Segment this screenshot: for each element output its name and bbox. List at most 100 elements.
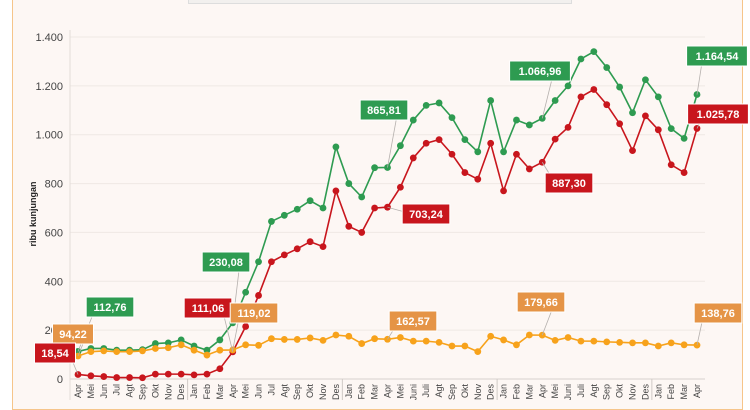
data-point-series-red bbox=[654, 126, 662, 134]
data-point-series-orange bbox=[396, 334, 404, 341]
data-point-total bbox=[513, 116, 520, 124]
data-point-series-orange bbox=[371, 335, 379, 343]
data-point-total bbox=[525, 121, 533, 129]
data-point-series-orange bbox=[164, 344, 172, 352]
x-tick-label: Jan bbox=[499, 384, 509, 399]
data-point-series-orange bbox=[577, 337, 585, 345]
series-line-series-red bbox=[77, 88, 698, 379]
data-point-total bbox=[461, 136, 469, 144]
data-point-total bbox=[177, 336, 185, 344]
data-point-series-orange bbox=[474, 348, 482, 356]
data-point-total bbox=[216, 336, 224, 344]
data-point-total bbox=[255, 258, 262, 266]
data-point-series-red bbox=[190, 371, 198, 379]
data-label-box bbox=[201, 251, 251, 273]
data-point-total bbox=[345, 180, 353, 187]
data-point-series-red bbox=[461, 169, 469, 176]
x-tick-label: Apr bbox=[537, 384, 547, 398]
y-tick-label: 0 bbox=[57, 374, 63, 386]
data-point-total bbox=[164, 339, 172, 347]
data-point-series-red bbox=[177, 370, 185, 378]
data-point-series-orange bbox=[654, 342, 662, 350]
x-tick-label: Jun bbox=[254, 384, 264, 399]
data-point-series-red bbox=[100, 373, 108, 380]
data-point-series-orange bbox=[177, 341, 185, 349]
data-point-total bbox=[474, 148, 482, 156]
data-point-series-red bbox=[564, 123, 572, 131]
data-point-total bbox=[667, 125, 675, 133]
data-point-series-orange bbox=[113, 348, 121, 356]
data-point-series-orange bbox=[151, 345, 159, 352]
data-point-series-orange bbox=[255, 341, 262, 349]
x-tick-label: Feb bbox=[202, 384, 212, 400]
y-axis-label: ribu kunjungan bbox=[28, 182, 38, 247]
x-tick-label: Mar bbox=[679, 384, 689, 400]
x-tick-label: Des bbox=[331, 384, 341, 400]
data-label-box bbox=[516, 291, 566, 313]
data-point-series-red bbox=[319, 243, 327, 250]
x-tick-label: Agt bbox=[434, 384, 444, 398]
data-point-series-red bbox=[306, 238, 314, 246]
data-point-series-red bbox=[371, 204, 379, 212]
data-point-series-orange bbox=[268, 335, 275, 343]
data-point-series-orange bbox=[409, 337, 417, 345]
x-tick-label: Okt bbox=[615, 384, 625, 399]
data-point-series-orange bbox=[603, 338, 611, 346]
x-tick-label: Sep bbox=[602, 384, 612, 400]
data-point-total bbox=[319, 204, 327, 212]
data-label-box bbox=[85, 296, 135, 318]
data-label: 162,57 bbox=[396, 316, 430, 328]
data-point-total bbox=[280, 211, 288, 219]
data-label: 887,30 bbox=[552, 178, 586, 190]
data-point-series-red bbox=[474, 175, 482, 183]
data-point-series-red bbox=[139, 374, 146, 382]
data-point-total bbox=[422, 102, 430, 109]
data-point-series-red bbox=[667, 161, 675, 169]
data-point-series-orange bbox=[306, 334, 314, 342]
data-label: 1.066,96 bbox=[519, 66, 562, 78]
x-tick-label: Mar bbox=[524, 384, 534, 400]
data-point-series-red bbox=[590, 86, 598, 93]
data-point-series-orange bbox=[667, 339, 675, 347]
x-tick-label: Sep bbox=[137, 384, 147, 400]
data-point-series-orange bbox=[242, 341, 250, 349]
x-tick-label: Jan bbox=[189, 384, 199, 399]
y-tick-label: 1.400 bbox=[35, 32, 63, 44]
x-tick-label: Mar bbox=[215, 384, 225, 400]
data-point-series-red bbox=[435, 136, 443, 144]
data-point-series-red bbox=[680, 169, 688, 176]
x-tick-label: Des bbox=[176, 384, 186, 400]
data-point-total bbox=[151, 340, 159, 347]
data-point-total bbox=[564, 82, 572, 90]
data-label-box bbox=[693, 302, 743, 324]
data-point-series-orange bbox=[500, 336, 507, 344]
data-point-total bbox=[242, 288, 250, 296]
series-line-total bbox=[77, 50, 698, 353]
data-point-series-orange bbox=[629, 339, 636, 347]
data-point-series-orange bbox=[461, 342, 469, 350]
data-point-total bbox=[268, 218, 275, 225]
y-tick-label: 1.000 bbox=[35, 130, 63, 142]
x-tick-label: Mei bbox=[241, 384, 251, 399]
data-point-total bbox=[654, 93, 662, 101]
data-label: 865,81 bbox=[367, 105, 401, 117]
data-point-series-red bbox=[255, 292, 262, 299]
x-tick-label: Jan bbox=[653, 384, 663, 399]
data-point-series-red bbox=[525, 165, 533, 173]
data-point-series-orange bbox=[319, 337, 327, 344]
data-point-series-red bbox=[642, 112, 649, 120]
data-point-total bbox=[358, 193, 366, 201]
x-tick-label: Sep bbox=[292, 384, 302, 400]
data-point-series-red bbox=[551, 135, 559, 143]
data-point-series-orange bbox=[616, 338, 624, 346]
y-tick-label: 400 bbox=[45, 276, 63, 288]
data-point-series-red bbox=[203, 370, 211, 378]
x-tick-label: Jan bbox=[344, 384, 354, 399]
data-point-series-orange bbox=[100, 347, 108, 355]
data-point-series-red bbox=[151, 370, 159, 378]
data-point-series-red bbox=[409, 154, 417, 162]
data-point-series-orange bbox=[435, 338, 443, 346]
data-label-box bbox=[229, 302, 279, 324]
x-tick-label: Mei bbox=[86, 384, 96, 399]
data-point-series-orange bbox=[280, 336, 288, 343]
